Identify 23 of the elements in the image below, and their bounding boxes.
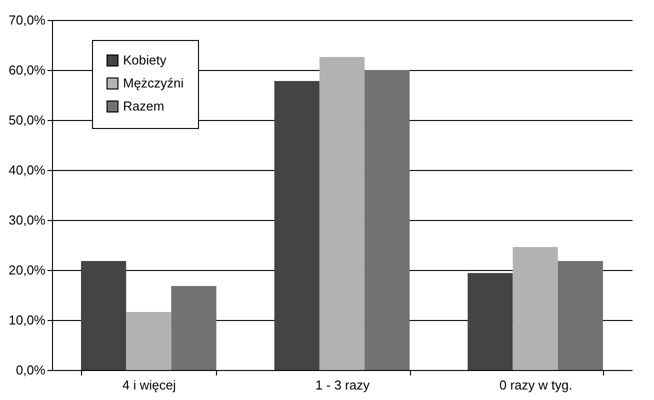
y-tick-label: 50,0% [8, 112, 46, 128]
y-tick-label: 30,0% [8, 212, 46, 228]
y-tick-label: 60,0% [8, 62, 46, 78]
legend-label: Kobiety [123, 52, 167, 68]
x-tick-label: 4 i więcej [122, 378, 176, 392]
y-tick-label: 20,0% [8, 262, 46, 278]
y-tick-label: 0,0% [16, 362, 46, 378]
bar [126, 312, 172, 370]
y-tick-label: 10,0% [8, 312, 46, 328]
bar [364, 70, 410, 370]
legend-label: Razem [123, 98, 164, 114]
bar [171, 286, 216, 370]
y-tick-label: 40,0% [8, 162, 46, 178]
bar [558, 261, 603, 370]
bar [468, 273, 513, 370]
bar [274, 81, 320, 370]
x-tick-label: 1 - 3 razy [315, 378, 370, 392]
legend-label: Mężczyźni [123, 76, 184, 90]
bar [512, 247, 558, 370]
y-tick-label: 70,0% [8, 12, 46, 28]
x-tick-label: 0 razy w tyg. [499, 378, 572, 392]
bar [319, 57, 365, 370]
bar [81, 261, 126, 370]
